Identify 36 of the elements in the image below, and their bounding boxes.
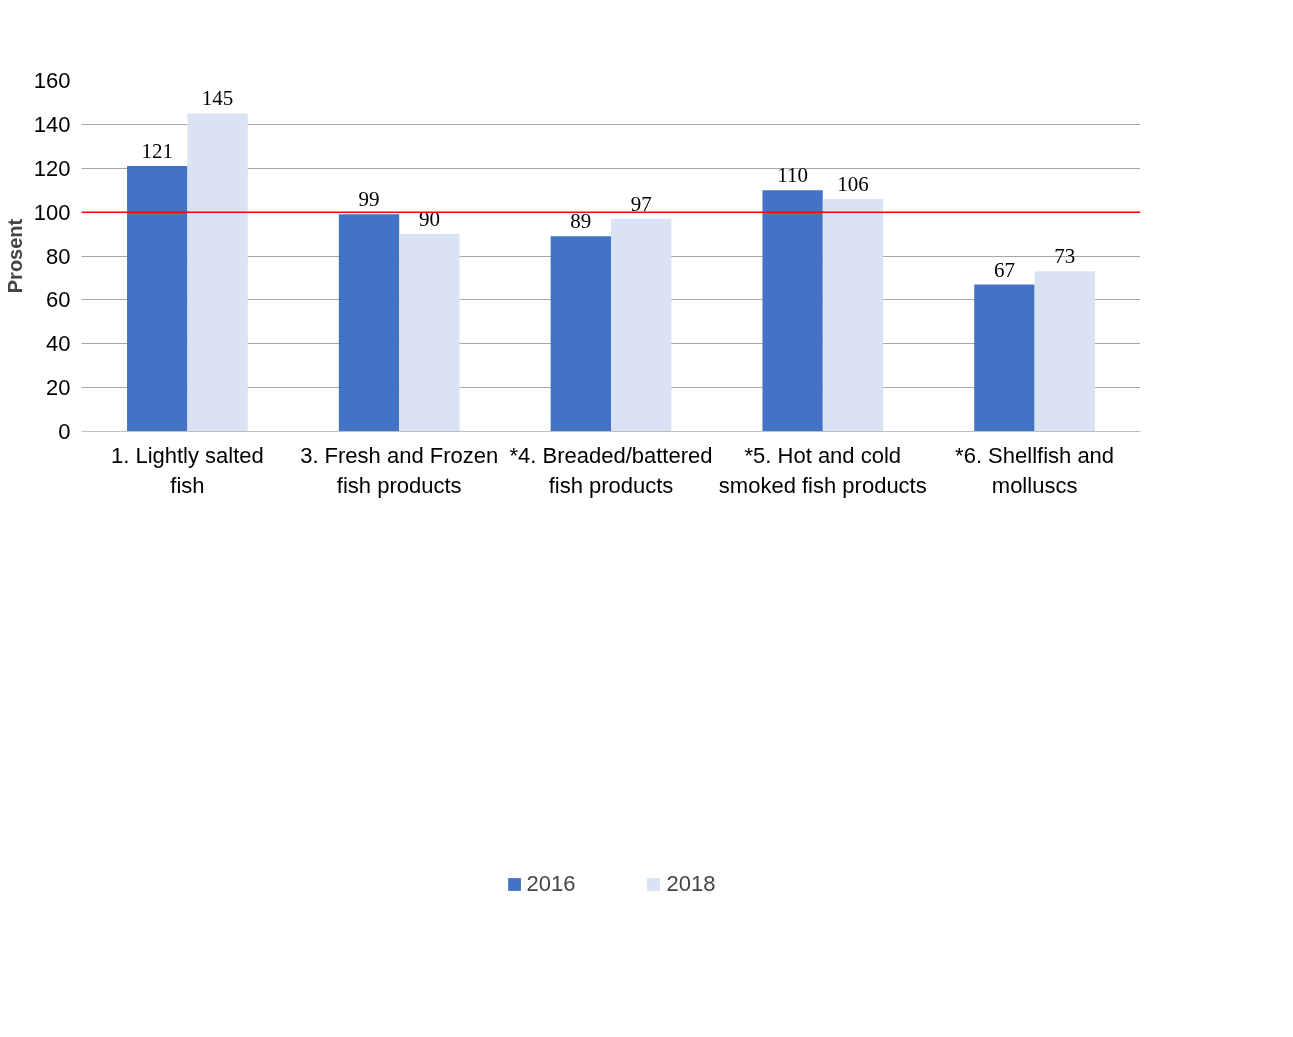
y-tick-label: 60 xyxy=(46,287,71,313)
data-label: 67 xyxy=(993,257,1015,282)
data-label: 99 xyxy=(358,187,380,212)
data-label: 89 xyxy=(570,209,592,234)
legend-label: 2018 xyxy=(666,870,716,897)
data-label: 73 xyxy=(1054,244,1076,269)
y-tick-label: 40 xyxy=(46,331,71,357)
y-tick-label: 0 xyxy=(58,419,71,444)
bar xyxy=(611,218,672,432)
bar xyxy=(550,236,611,432)
y-tick-label: 160 xyxy=(33,68,71,93)
bar xyxy=(399,234,460,432)
y-tick-label: 120 xyxy=(33,155,71,181)
data-label: 106 xyxy=(837,171,869,196)
data-label: 121 xyxy=(141,139,173,164)
y-axis-title: Prosent xyxy=(3,218,26,294)
y-tick-label: 100 xyxy=(33,199,71,225)
bar xyxy=(822,198,884,432)
x-tick-label: *4. Breaded/battered fish products xyxy=(509,442,713,498)
y-tick-label: 140 xyxy=(33,111,71,137)
bar xyxy=(762,190,823,432)
bar xyxy=(974,284,1035,432)
bar xyxy=(1034,271,1095,432)
bar xyxy=(127,166,188,432)
bar xyxy=(187,113,248,432)
x-tick-label: *5. Hot and cold smoked fish products xyxy=(718,442,927,498)
legend-label: 2016 xyxy=(526,870,576,897)
x-tick-label: 1. Lightly salted fish xyxy=(110,442,264,498)
data-label: 110 xyxy=(777,163,808,188)
data-label: 145 xyxy=(201,86,234,111)
x-tick-label: *6. Shellfish and molluscs xyxy=(955,442,1115,498)
bar xyxy=(338,214,400,432)
data-label: 97 xyxy=(630,191,652,216)
y-tick-label: 20 xyxy=(46,375,71,401)
y-tick-label: 80 xyxy=(46,243,71,269)
x-tick-label: 3. Fresh and Frozen fish products xyxy=(300,442,499,498)
